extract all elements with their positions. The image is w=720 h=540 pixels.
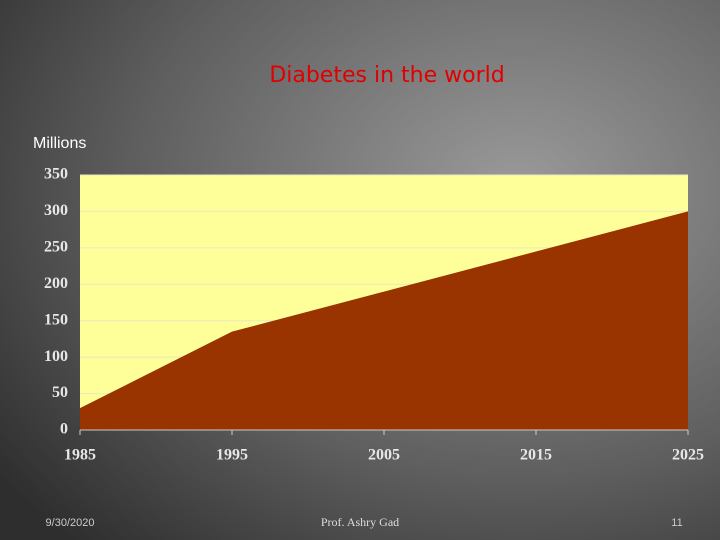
page-number: 11 [671, 517, 682, 529]
y-tick-label: 150 [44, 311, 68, 328]
y-tick-label: 0 [60, 421, 68, 438]
y-tick-label: 50 [52, 384, 68, 401]
y-axis-label: Millions [33, 135, 86, 152]
y-tick-label: 300 [44, 202, 68, 219]
x-tick-label: 2015 [520, 447, 552, 464]
footer-author: Prof. Ashry Gad [321, 515, 399, 529]
y-tick-label: 200 [44, 275, 68, 292]
area [80, 211, 688, 430]
x-tick-label: 2005 [368, 447, 400, 464]
footer-date: 9/30/2020 [46, 517, 95, 529]
x-tick-label: 2025 [672, 447, 704, 464]
x-tick-label: 1995 [216, 447, 248, 464]
y-tick-label: 100 [44, 348, 68, 365]
y-tick-label: 250 [44, 239, 68, 256]
y-tick-label: 350 [44, 166, 68, 183]
x-tick-label: 1985 [64, 447, 96, 464]
chart-title: Diabetes in the world [269, 63, 504, 88]
